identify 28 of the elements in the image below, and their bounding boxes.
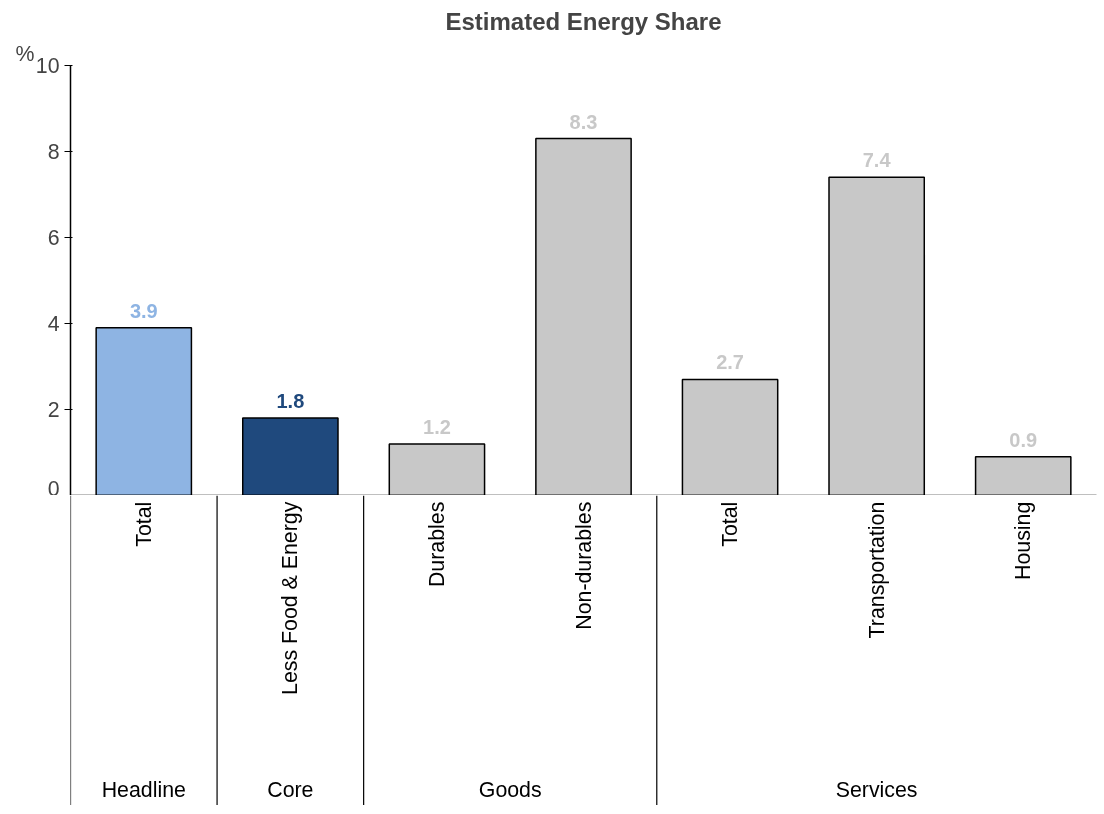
text: Headline: [101, 778, 186, 803]
text: Core: [267, 778, 314, 803]
bar: [388, 443, 486, 495]
y-tick-label: 0: [47, 476, 60, 501]
x-tick-label: Transportation: [864, 501, 889, 639]
y-tick-label: 8: [47, 140, 60, 164]
x-tick-label: Non-durables: [571, 501, 596, 630]
y-tick-label: 2: [47, 398, 60, 422]
bar: [241, 417, 339, 495]
y-axis-title: %: [15, 41, 35, 66]
bar: [828, 176, 926, 495]
y-tick-label: 4: [47, 312, 60, 336]
data-label: 3.9: [129, 299, 158, 322]
bar: [535, 137, 632, 495]
y-tick-label: 10: [35, 54, 60, 78]
bar: [681, 378, 779, 495]
x-tick-label: Housing: [1011, 501, 1036, 580]
text: Goods: [478, 778, 542, 803]
bar: [974, 456, 1072, 495]
bar: [95, 327, 193, 495]
x-tick-label: Total: [718, 501, 743, 547]
x-tick-label: Total: [131, 501, 156, 547]
data-label: 1.8: [276, 390, 305, 413]
y-tick-label: 6: [47, 226, 60, 250]
x-tick-label: Less Food & Energy: [278, 501, 303, 695]
x-tick-label: Durables: [424, 501, 449, 588]
text: Services: [835, 778, 918, 803]
chart-title: Estimated Energy Share: [445, 7, 722, 35]
